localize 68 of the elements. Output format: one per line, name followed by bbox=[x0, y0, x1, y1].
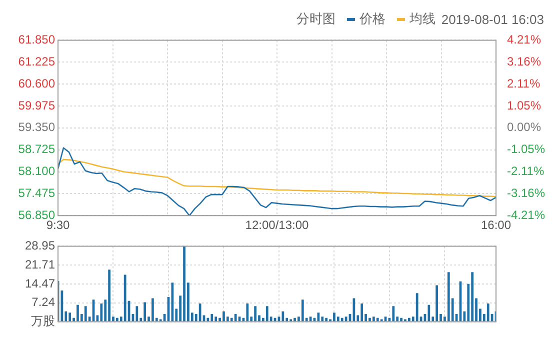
legend-label: 均线 bbox=[409, 10, 436, 28]
bar bbox=[360, 304, 364, 322]
y-tick-label: 14.47 bbox=[24, 276, 56, 290]
bar bbox=[76, 304, 79, 322]
y2-tick-label: 1.05% bbox=[507, 98, 542, 112]
chart-subtitle: 2019-08-01 16:03 bbox=[441, 12, 544, 26]
bar bbox=[428, 304, 430, 322]
y2-tick-label: 0.00% bbox=[507, 120, 542, 134]
bar bbox=[368, 318, 371, 322]
bar bbox=[246, 304, 249, 322]
chart-title: 分时图 bbox=[296, 10, 336, 28]
bar bbox=[100, 304, 103, 322]
y2-tick-label: 4.21% bbox=[507, 32, 542, 47]
bar bbox=[136, 306, 138, 322]
y-tick-label: 57.475 bbox=[18, 186, 56, 200]
bar bbox=[340, 318, 344, 322]
bar bbox=[376, 318, 379, 322]
bar bbox=[183, 246, 186, 322]
y-tick-label: 60.600 bbox=[18, 76, 56, 90]
y-tick-label: 59.350 bbox=[18, 120, 56, 134]
bar bbox=[254, 306, 256, 322]
legend-label: 价格 bbox=[359, 10, 386, 28]
y-tick-label: 61.850 bbox=[18, 32, 56, 47]
bar bbox=[447, 272, 450, 322]
bar bbox=[294, 318, 296, 322]
y-tick-label: 7.24 bbox=[32, 295, 56, 310]
bar bbox=[400, 318, 402, 322]
y2-tick-label: -3.16% bbox=[507, 186, 546, 200]
bar bbox=[333, 312, 336, 322]
y-tick-label: 58.100 bbox=[18, 164, 56, 178]
bar bbox=[336, 316, 340, 322]
y2-tick-label: -2.11% bbox=[507, 164, 544, 178]
y-tick-label: 21.71 bbox=[24, 257, 56, 272]
y-tick-label: 58.725 bbox=[18, 142, 56, 156]
y2-tick-label: 3.16% bbox=[507, 54, 542, 68]
y-tick-label: 28.95 bbox=[24, 238, 56, 253]
bar bbox=[234, 314, 237, 322]
bar bbox=[408, 318, 410, 322]
bar bbox=[321, 316, 324, 322]
bar bbox=[301, 300, 304, 322]
bar bbox=[214, 316, 218, 322]
bar bbox=[392, 306, 395, 322]
bar bbox=[416, 293, 418, 322]
bar bbox=[124, 274, 126, 322]
bar bbox=[144, 302, 146, 322]
y-tick-label: 61.225 bbox=[18, 54, 56, 68]
bar bbox=[471, 272, 474, 322]
y-tick-label: 59.975 bbox=[18, 98, 56, 112]
bar bbox=[436, 285, 438, 322]
y2-tick-label: -1.05% bbox=[507, 142, 546, 156]
bar bbox=[68, 312, 72, 322]
y2-tick-label: 2.11% bbox=[507, 76, 540, 90]
bar bbox=[317, 312, 320, 322]
bar bbox=[325, 318, 328, 322]
bar bbox=[108, 270, 110, 322]
bar bbox=[84, 306, 87, 322]
bar bbox=[282, 311, 284, 322]
bar bbox=[486, 304, 490, 322]
y-tick-label: 万股 bbox=[31, 314, 55, 328]
bar bbox=[222, 311, 225, 322]
bar bbox=[372, 316, 375, 322]
bar bbox=[230, 318, 233, 322]
bar bbox=[152, 298, 154, 322]
bar bbox=[116, 318, 118, 322]
bar bbox=[266, 306, 268, 322]
bar bbox=[171, 282, 174, 322]
x-tick-label: 12:00/13:00 bbox=[245, 218, 310, 232]
bar bbox=[210, 314, 214, 322]
